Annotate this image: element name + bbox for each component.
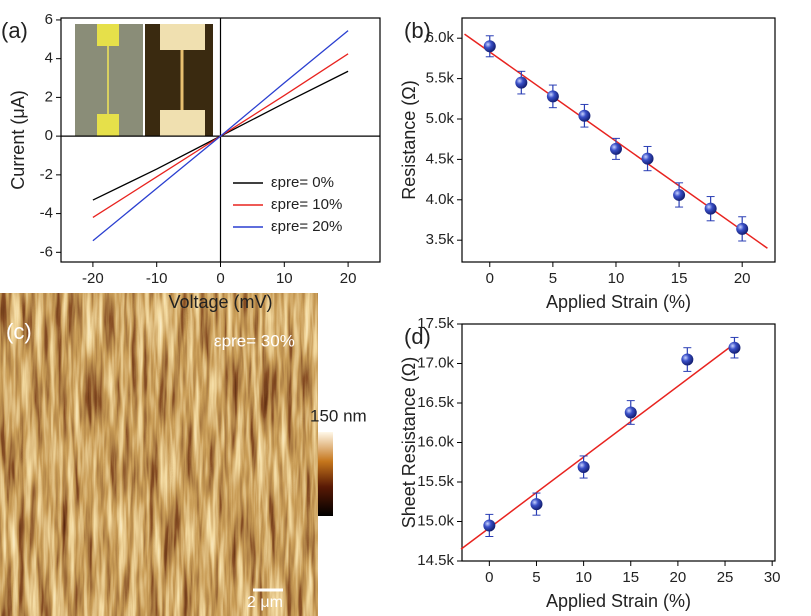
x-tick-label: 10	[575, 569, 592, 586]
panel-label: (a)	[1, 18, 28, 43]
annotation: εpre= 30%	[214, 331, 295, 350]
y-axis-label: Current (μA)	[8, 90, 28, 189]
legend-label: εpre= 10%	[271, 196, 342, 213]
x-tick-label: 0	[486, 270, 494, 287]
x-tick-label: 15	[671, 270, 688, 287]
x-tick-label: 15	[622, 569, 639, 586]
y-tick-label: 17.5k	[417, 315, 454, 332]
x-tick-label: 10	[276, 270, 293, 287]
y-tick-label: -2	[40, 166, 53, 183]
y-tick-label: 5.0k	[426, 110, 455, 127]
y-tick-label: 16.0k	[417, 433, 454, 450]
data-point	[673, 188, 686, 201]
x-tick-label: 20	[670, 569, 687, 586]
legend-label: εpre= 0%	[271, 174, 334, 191]
y-tick-label: 15.0k	[417, 512, 454, 529]
fit-line	[460, 343, 735, 550]
panel-label: (b)	[404, 18, 431, 43]
y-tick-label: -6	[40, 243, 53, 260]
data-point	[530, 498, 543, 511]
afm-image	[0, 293, 333, 616]
x-tick-label: 20	[734, 270, 751, 287]
x-tick-label: 30	[764, 569, 781, 586]
data-point	[546, 90, 559, 103]
y-tick-label: 4.5k	[426, 150, 455, 167]
panel-label: (d)	[404, 324, 431, 349]
y-tick-label: 5.5k	[426, 70, 455, 87]
data-point	[577, 460, 590, 473]
data-point	[483, 40, 496, 53]
colorbar-label: 150 nm	[310, 406, 367, 425]
data-point	[641, 152, 654, 165]
x-tick-label: -20	[82, 270, 104, 287]
x-axis-label: Voltage (mV)	[168, 292, 272, 312]
x-tick-label: 5	[549, 270, 557, 287]
x-tick-label: -10	[146, 270, 168, 287]
data-point	[609, 142, 622, 155]
y-tick-label: 14.5k	[417, 552, 454, 569]
data-point	[736, 222, 749, 235]
y-tick-label: 2	[45, 88, 53, 105]
y-tick-label: 16.5k	[417, 394, 454, 411]
x-tick-label: 20	[340, 270, 357, 287]
x-tick-label: 25	[717, 569, 734, 586]
data-point	[704, 202, 717, 215]
legend-label: εpre= 20%	[271, 218, 342, 235]
x-tick-label: 10	[608, 270, 625, 287]
y-axis-label: Resistance (Ω)	[399, 80, 419, 200]
plot-frame	[461, 17, 776, 263]
scale-label: 2 μm	[247, 594, 283, 611]
y-tick-label: 0	[45, 127, 53, 144]
x-tick-label: 0	[485, 569, 493, 586]
y-tick-label: 15.5k	[417, 473, 454, 490]
y-tick-label: 17.0k	[417, 354, 454, 371]
inset-images	[75, 24, 213, 136]
x-tick-label: 0	[216, 270, 224, 287]
x-axis-label: Applied Strain (%)	[546, 292, 691, 312]
data-point	[578, 109, 591, 122]
colorbar	[318, 432, 333, 516]
data-point	[681, 353, 694, 366]
data-point	[624, 406, 637, 419]
data-point	[728, 341, 741, 354]
y-axis-label: Sheet Resistance (Ω)	[399, 357, 419, 529]
plot-frame	[461, 323, 776, 562]
data-point	[483, 519, 496, 532]
data-point	[515, 76, 528, 89]
panel-label: (c)	[6, 319, 32, 344]
y-tick-label: 4.0k	[426, 191, 455, 208]
x-tick-label: 5	[532, 569, 540, 586]
y-tick-label: 6	[45, 11, 53, 28]
series-line	[92, 30, 349, 242]
y-tick-label: 6.0k	[426, 29, 455, 46]
y-tick-label: 4	[45, 50, 53, 67]
y-tick-label: 3.5k	[426, 231, 455, 248]
y-tick-label: -4	[40, 205, 53, 222]
x-axis-label: Applied Strain (%)	[546, 591, 691, 611]
